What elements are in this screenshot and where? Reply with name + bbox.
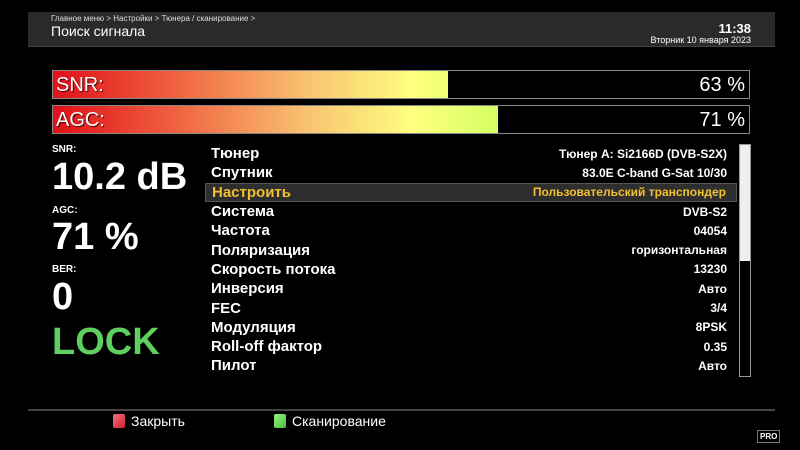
clock-date: Вторник 10 января 2023 bbox=[650, 35, 751, 45]
settings-row[interactable]: Настроить Пользовательский транспондер bbox=[205, 182, 737, 202]
settings-row[interactable]: Спутник 83.0E C-band G-Sat 10/30 bbox=[205, 163, 737, 182]
red-key-icon bbox=[113, 414, 125, 428]
setting-name: Спутник bbox=[211, 164, 273, 182]
breadcrumb: Главное меню > Настройки > Тюнера / скан… bbox=[51, 14, 256, 23]
snr-bar-fill bbox=[53, 71, 448, 98]
agc-value: 71 % bbox=[52, 216, 139, 258]
scrollbar[interactable] bbox=[739, 144, 751, 377]
settings-list: Тюнер Тюнер A: Si2166D (DVB-S2X) Спутник 83… bbox=[205, 144, 737, 376]
snr-label: SNR: bbox=[52, 144, 77, 155]
channel-logo: PRO bbox=[757, 430, 781, 443]
close-label: Закрыть bbox=[131, 413, 185, 429]
setting-value: 83.0E C-band G-Sat 10/30 bbox=[582, 165, 727, 180]
setting-name: Настроить bbox=[212, 183, 291, 201]
setting-value: 13230 bbox=[693, 262, 727, 277]
scrollbar-thumb[interactable] bbox=[740, 145, 750, 261]
snr-bar: SNR: 63 % bbox=[52, 70, 750, 99]
settings-row[interactable]: Модуляция 8PSK bbox=[205, 318, 737, 337]
clock-time: 11:38 bbox=[718, 21, 751, 36]
setting-value: 0.35 bbox=[703, 339, 727, 354]
header-bar: Главное меню > Настройки > Тюнера / скан… bbox=[28, 12, 775, 47]
setting-name: Инверсия bbox=[211, 280, 284, 298]
setting-value: Пользовательский транспондер bbox=[532, 185, 726, 200]
setting-name: Скорость потока bbox=[211, 260, 336, 278]
settings-row[interactable]: FEC 3/4 bbox=[205, 298, 737, 317]
setting-value: горизонтальная bbox=[631, 243, 727, 258]
footer-divider bbox=[28, 409, 775, 411]
agc-bar: AGC: 71 % bbox=[52, 105, 750, 134]
setting-value: Тюнер A: Si2166D (DVB-S2X) bbox=[558, 146, 727, 161]
agc-bar-value: 71 % bbox=[699, 109, 745, 131]
setting-name: Тюнер bbox=[211, 145, 260, 163]
setting-name: Система bbox=[211, 203, 275, 221]
setting-name: Roll-off фактор bbox=[211, 338, 323, 356]
green-key-icon bbox=[274, 414, 286, 428]
setting-value: 3/4 bbox=[710, 301, 727, 316]
setting-name: Частота bbox=[211, 222, 270, 240]
snr-bar-value: 63 % bbox=[699, 74, 745, 96]
settings-row[interactable]: Тюнер Тюнер A: Si2166D (DVB-S2X) bbox=[205, 144, 737, 163]
page-title: Поиск сигнала bbox=[51, 23, 146, 39]
close-button[interactable]: Закрыть bbox=[113, 413, 185, 429]
setting-name: FEC bbox=[211, 299, 241, 317]
scan-button[interactable]: Сканирование bbox=[274, 413, 386, 429]
agc-bar-fill bbox=[53, 106, 498, 133]
setting-value: DVB-S2 bbox=[682, 204, 727, 219]
settings-row[interactable]: Поляризация горизонтальная bbox=[205, 240, 737, 259]
settings-row[interactable]: Инверсия Авто bbox=[205, 279, 737, 298]
setting-name: Пилот bbox=[211, 357, 257, 375]
settings-row[interactable]: Roll-off фактор 0.35 bbox=[205, 337, 737, 356]
agc-bar-label: AGC: bbox=[56, 109, 105, 131]
settings-row[interactable]: Система DVB-S2 bbox=[205, 202, 737, 221]
scan-label: Сканирование bbox=[292, 413, 386, 429]
agc-label: AGC: bbox=[52, 205, 78, 216]
setting-value: 8PSK bbox=[695, 320, 727, 335]
setting-value: Авто bbox=[698, 281, 727, 296]
settings-row[interactable]: Частота 04054 bbox=[205, 221, 737, 240]
snr-value: 10.2 dB bbox=[52, 156, 188, 198]
setting-name: Поляризация bbox=[211, 241, 311, 259]
snr-bar-label: SNR: bbox=[56, 74, 104, 96]
setting-value: Авто bbox=[698, 358, 727, 373]
ber-value: 0 bbox=[52, 276, 74, 318]
lock-status: LOCK bbox=[52, 321, 160, 363]
settings-row[interactable]: Пилот Авто bbox=[205, 356, 737, 375]
setting-value: 04054 bbox=[693, 223, 727, 238]
settings-row[interactable]: Скорость потока 13230 bbox=[205, 260, 737, 279]
setting-name: Модуляция bbox=[211, 318, 296, 336]
ber-label: BER: bbox=[52, 264, 77, 275]
